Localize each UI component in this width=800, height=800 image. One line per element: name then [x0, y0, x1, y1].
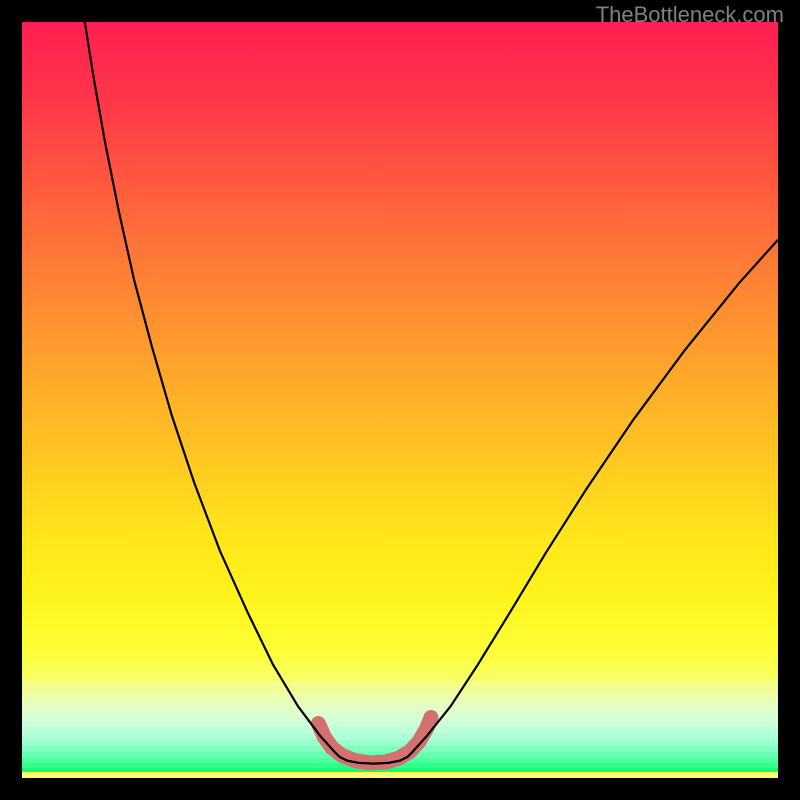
- valley-highlight-stroke: [318, 718, 431, 763]
- plot-area: [22, 22, 778, 778]
- chart-stage: TheBottleneck.com: [0, 0, 800, 800]
- curve-overlay: [22, 22, 778, 778]
- bottleneck-curve: [85, 22, 778, 764]
- watermark-text: TheBottleneck.com: [596, 2, 784, 28]
